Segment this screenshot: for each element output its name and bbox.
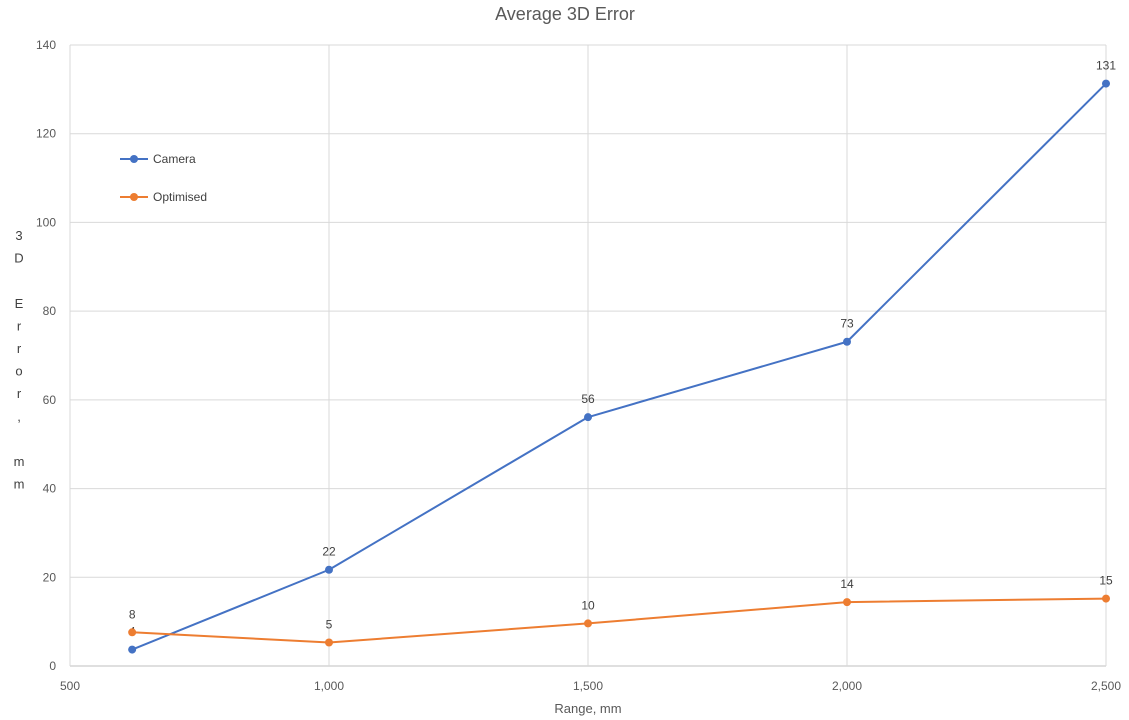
data-label: 15 <box>1099 574 1113 588</box>
data-point <box>325 638 333 647</box>
y-tick-label: 20 <box>43 570 57 584</box>
y-axis-title-char: o <box>15 364 22 379</box>
gridlines <box>69 44 1107 667</box>
y-tick-label: 140 <box>36 38 56 52</box>
y-tick-label: 60 <box>43 393 57 407</box>
legend: Camera Optimised <box>120 152 207 204</box>
data-point <box>843 337 851 346</box>
data-point <box>584 619 592 628</box>
data-point <box>1102 594 1110 603</box>
y-axis-ticks: 0 20 40 60 80 100 120 140 <box>36 38 56 673</box>
y-tick-label: 0 <box>49 659 56 673</box>
y-axis-title-char: m <box>14 454 25 469</box>
legend-label: Optimised <box>153 190 207 204</box>
x-tick-label: 1,500 <box>573 679 603 693</box>
y-axis-title-char: , <box>17 409 21 424</box>
legend-item-camera: Camera <box>120 152 196 166</box>
series-line <box>132 597 1107 644</box>
legend-item-optimised: Optimised <box>120 190 207 204</box>
y-tick-label: 80 <box>43 304 57 318</box>
data-label: 22 <box>322 545 336 559</box>
data-point <box>1102 79 1110 88</box>
legend-marker <box>130 155 138 163</box>
legend-label: Camera <box>153 152 196 166</box>
data-label: 5 <box>326 617 333 631</box>
series-optimised: 8 5 10 14 15 <box>128 574 1113 647</box>
y-axis-title-char: m <box>14 477 25 492</box>
data-label: 10 <box>581 598 595 612</box>
data-label: 131 <box>1096 59 1116 73</box>
y-axis-title-char: 3 <box>15 228 22 243</box>
y-tick-label: 40 <box>43 482 57 496</box>
x-tick-label: 2,000 <box>832 679 862 693</box>
data-label: 73 <box>840 317 854 331</box>
x-tick-label: 2,500 <box>1091 679 1121 693</box>
data-point <box>584 413 592 422</box>
data-point <box>128 645 137 654</box>
y-axis-title-char: r <box>17 341 22 356</box>
series-line <box>131 82 1107 651</box>
data-point <box>128 628 137 637</box>
y-axis-title-char: E <box>15 296 24 311</box>
x-axis-ticks: 500 1,000 1,500 2,000 2,500 <box>60 679 1121 693</box>
data-point <box>325 565 333 574</box>
legend-marker <box>130 193 138 201</box>
y-axis-title-char: r <box>17 318 22 333</box>
data-label: 8 <box>129 607 136 621</box>
chart-title: Average 3D Error <box>495 4 635 24</box>
data-label: 56 <box>581 392 595 406</box>
y-axis-title-char: r <box>17 386 22 401</box>
y-axis-title-char: D <box>14 251 23 266</box>
data-label: 14 <box>840 577 854 591</box>
series-layer: 422567313185101415 <box>128 59 1116 654</box>
x-tick-label: 1,000 <box>314 679 344 693</box>
series-camera: 4225673131 <box>128 59 1116 654</box>
x-tick-label: 500 <box>60 679 80 693</box>
data-point <box>843 598 851 607</box>
x-axis-title: Range, mm <box>554 701 621 716</box>
y-tick-label: 120 <box>36 127 56 141</box>
y-tick-label: 100 <box>36 215 56 229</box>
